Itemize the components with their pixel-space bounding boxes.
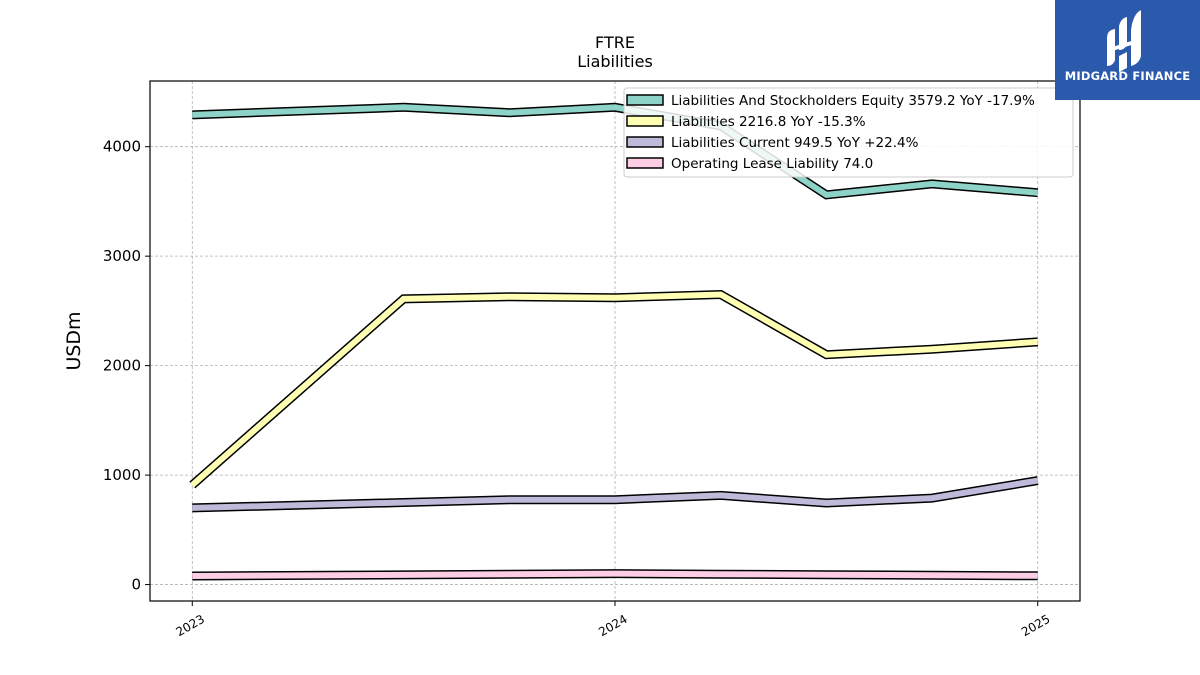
series-line	[190, 291, 1038, 488]
logo-text: MIDGARD FINANCE	[1064, 69, 1191, 83]
legend-swatch	[626, 136, 664, 148]
grid	[150, 81, 1080, 601]
x-tick-label: 2023	[174, 612, 207, 639]
legend-label: Liabilities And Stockholders Equity 3579…	[671, 93, 1035, 109]
legend-swatch	[626, 157, 664, 169]
y-axis-label: USDm	[63, 311, 85, 370]
y-tick-label: 2000	[103, 357, 141, 375]
legend-swatch	[626, 94, 664, 106]
y-tick-label: 1000	[103, 466, 141, 484]
midgard-finance-logo: MIDGARD FINANCE	[1055, 0, 1200, 100]
y-tick-label: 3000	[103, 247, 141, 265]
legend-label: Liabilities 2216.8 YoY -15.3%	[671, 114, 866, 130]
ticks: 0 1000 2000 3000 4000 2023 2024 2025	[103, 138, 1053, 640]
series-line	[192, 477, 1039, 511]
chart-subtitle: Liabilities	[577, 52, 653, 71]
chart-title: FTRE	[595, 33, 635, 52]
legend-label: Operating Lease Liability 74.0	[671, 156, 873, 172]
logo-mark-icon	[1107, 10, 1141, 72]
series-line	[192, 570, 1038, 579]
x-tick-label: 2024	[596, 612, 629, 639]
x-tick-label: 2025	[1019, 612, 1052, 639]
legend-box	[623, 87, 1074, 178]
legend: Liabilities And Stockholders Equity 3579…	[623, 87, 1074, 178]
y-tick-label: 0	[131, 576, 141, 594]
legend-swatch	[626, 115, 664, 127]
y-tick-label: 4000	[103, 138, 141, 156]
legend-label: Liabilities Current 949.5 YoY +22.4%	[671, 135, 919, 151]
